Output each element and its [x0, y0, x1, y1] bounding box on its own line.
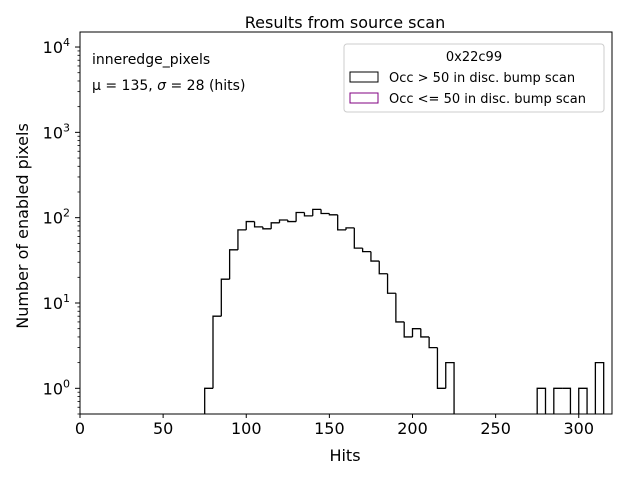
histogram-bin-occ-gt-50-290 — [562, 387, 572, 414]
y-tick-label-10: 101 — [43, 292, 70, 313]
histogram-bin-occ-gt-50-145 — [320, 209, 330, 215]
histogram-bin-occ-gt-50-130 — [295, 211, 305, 222]
legend-swatch-occ-le-50 — [349, 92, 379, 104]
legend-swatch-occ-gt-50 — [349, 71, 379, 83]
stats-suffix: = 28 (hits) — [166, 78, 245, 94]
y-tick-label-1: 100 — [43, 377, 70, 398]
legend: 0x22c99 Occ > 50 in disc. bump scan Occ … — [343, 43, 605, 113]
legend-title: 0x22c99 — [446, 50, 502, 65]
y-tick-label-exponent: 0 — [63, 377, 70, 390]
histogram-bin-occ-gt-50-170 — [361, 248, 371, 253]
histogram-bin-occ-gt-50-310 — [594, 361, 605, 414]
y-tick-label-base: 10 — [43, 38, 63, 57]
histogram-bin-occ-gt-50-190 — [395, 293, 405, 323]
stats-annotation: μ = 135, σ = 28 (hits) — [92, 78, 245, 94]
x-tick-label-200: 200 — [397, 419, 428, 438]
histogram-bin-occ-gt-50-205 — [420, 328, 430, 338]
histogram-bin-occ-gt-50-110 — [262, 226, 272, 230]
x-axis-label: Hits — [329, 446, 360, 465]
histogram-bin-occ-gt-50-215 — [436, 347, 446, 389]
x-tick-label-250: 250 — [480, 419, 511, 438]
histogram-bin-occ-gt-50-275 — [536, 387, 547, 414]
histogram-bin-occ-gt-50-180 — [378, 261, 388, 275]
histogram-bin-occ-gt-50-175 — [370, 251, 380, 262]
y-tick-label-base: 10 — [43, 294, 63, 313]
histogram-bin-occ-gt-50-155 — [337, 214, 346, 231]
chart-title: Results from source scan — [245, 13, 445, 32]
histogram-bin-occ-gt-50-75 — [204, 387, 213, 414]
x-tick-label-100: 100 — [231, 419, 262, 438]
histogram-bin-occ-gt-50-85 — [220, 278, 230, 317]
x-axis-ticks: 0 50 100 150 200 250 300 — [75, 414, 594, 438]
histogram-series-layer — [204, 208, 605, 414]
y-tick-label-100: 102 — [43, 207, 70, 228]
histogram-bin-occ-gt-50-200 — [411, 328, 421, 337]
y-tick-label-10000: 104 — [43, 36, 70, 57]
y-tick-label-exponent: 1 — [63, 292, 70, 305]
histogram-bin-occ-gt-50-105 — [253, 221, 263, 228]
y-tick-label-base: 10 — [43, 123, 63, 142]
histogram-bin-occ-gt-50-185 — [386, 273, 396, 294]
legend-label-occ-gt-50: Occ > 50 in disc. bump scan — [389, 71, 575, 86]
histogram-bin-occ-gt-50-90 — [228, 249, 238, 280]
histogram-bin-occ-gt-50-165 — [353, 227, 363, 249]
y-axis-label: Number of enabled pixels — [13, 123, 32, 329]
histogram-bin-occ-gt-50-125 — [287, 219, 297, 223]
histogram-bin-occ-gt-50-210 — [428, 336, 438, 349]
histogram-bin-occ-gt-50-115 — [270, 222, 280, 229]
legend-label-occ-le-50: Occ <= 50 in disc. bump scan — [389, 92, 586, 107]
y-tick-label-base: 10 — [43, 379, 63, 398]
histogram-bin-occ-gt-50-140 — [312, 208, 322, 216]
histogram-bin-occ-gt-50-300 — [578, 387, 588, 414]
y-tick-label-1000: 103 — [43, 121, 70, 142]
x-tick-label-50: 50 — [153, 419, 173, 438]
stats-prefix: μ = 135, — [92, 78, 157, 94]
histogram-bin-occ-gt-50-80 — [212, 315, 222, 389]
x-tick-label-0: 0 — [75, 419, 85, 438]
y-tick-label-exponent: 3 — [63, 121, 70, 134]
histogram-bin-occ-gt-50-285 — [553, 387, 563, 414]
histogram-bin-occ-gt-50-95 — [237, 229, 247, 250]
y-tick-label-exponent: 2 — [63, 207, 70, 220]
plot-frame — [79, 31, 613, 415]
x-tick-label-150: 150 — [314, 419, 345, 438]
y-tick-label-base: 10 — [43, 209, 63, 228]
histogram-bin-occ-gt-50-160 — [345, 227, 355, 230]
dataset-name-annotation: inneredge_pixels — [92, 52, 210, 68]
stats-sigma-symbol: σ — [157, 78, 167, 94]
y-tick-label-exponent: 4 — [63, 36, 70, 49]
histogram-bin-occ-gt-50-220 — [445, 361, 455, 414]
x-tick-label-300: 300 — [563, 419, 594, 438]
histogram-bin-occ-gt-50-135 — [303, 212, 313, 217]
histogram-bin-occ-gt-50-195 — [403, 321, 413, 338]
histogram-bin-occ-gt-50-150 — [328, 213, 338, 216]
histogram-bin-occ-gt-50-120 — [278, 219, 288, 223]
legend-box — [343, 43, 605, 113]
histogram-bin-occ-gt-50-100 — [245, 220, 255, 230]
